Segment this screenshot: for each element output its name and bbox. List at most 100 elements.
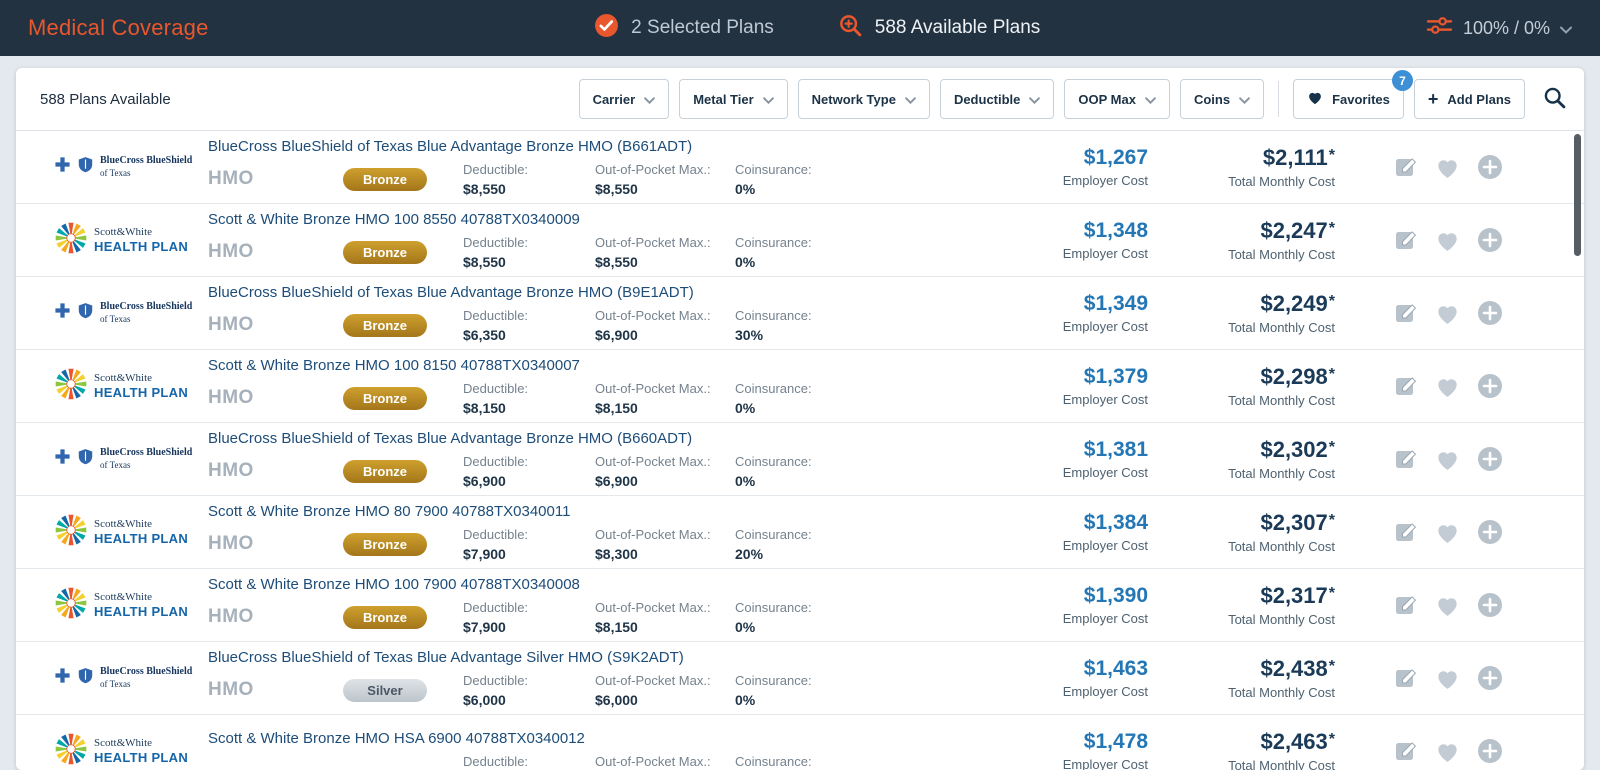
edit-plan-button[interactable] [1394, 593, 1418, 617]
available-plans-count: 588 Available Plans [874, 17, 1041, 38]
edit-plan-button[interactable] [1394, 374, 1418, 398]
sw-logo-text: Scott&White HEALTH PLAN [94, 737, 188, 766]
plan-name-link[interactable]: Scott & White Bronze HMO HSA 6900 40788T… [208, 729, 585, 747]
add-plan-circle-button[interactable] [1477, 738, 1503, 764]
total-cost-asterisk: * [1328, 366, 1335, 383]
favorite-heart-icon[interactable] [1435, 229, 1460, 252]
total-cost-value: $2,307 [1260, 510, 1328, 535]
employer-cost-block: $1,349 Employer Cost [998, 292, 1148, 334]
metal-tier-badge: Bronze [343, 167, 427, 191]
plan-details-line: HMO Bronze Deductible: $8,550 Out-of-Poc… [208, 235, 998, 270]
row-actions [1335, 227, 1562, 253]
add-plan-circle-button[interactable] [1477, 665, 1503, 691]
favorite-heart-icon[interactable] [1435, 594, 1460, 617]
metal-tier-badge: Bronze [343, 459, 427, 483]
employer-cost-label: Employer Cost [1062, 465, 1148, 480]
bcbs-logo-text: BlueCross BlueShield of Texas [100, 447, 192, 471]
filter-coins[interactable]: Coins [1179, 79, 1265, 119]
edit-plan-button[interactable] [1394, 520, 1418, 544]
plan-name-link[interactable]: BlueCross BlueShield of Texas Blue Advan… [208, 648, 684, 666]
edit-plan-button[interactable] [1394, 739, 1418, 763]
available-plans-summary[interactable]: 588 Available Plans [838, 13, 1041, 44]
scott-white-logo: Scott&White HEALTH PLAN [54, 367, 188, 406]
employer-cost-label: Employer Cost [1062, 392, 1148, 407]
bcbs-logo: BlueCross BlueShield of Texas [54, 666, 192, 690]
topbar-summary: 2 Selected Plans 588 Available Plans [209, 13, 1426, 44]
add-plan-circle-button[interactable] [1477, 373, 1503, 399]
bcbs-cross-icon [54, 667, 71, 689]
add-plan-circle-button[interactable] [1477, 227, 1503, 253]
plan-name-link[interactable]: BlueCross BlueShield of Texas Blue Advan… [208, 137, 693, 155]
oop-max-label: Out-of-Pocket Max.: [595, 453, 711, 469]
search-icon [1543, 86, 1566, 112]
filter-metal-tier[interactable]: Metal Tier [679, 79, 788, 119]
oop-max-label: Out-of-Pocket Max.: [595, 234, 711, 250]
oop-max-value: $6,900 [595, 326, 638, 343]
edit-plan-button[interactable] [1394, 447, 1418, 471]
edit-plan-button[interactable] [1394, 228, 1418, 252]
plan-stats: Deductible: $7,900 Out-of-Pocket Max.: $… [463, 527, 845, 562]
employer-cost-block: $1,381 Employer Cost [998, 438, 1148, 480]
add-plan-circle-button[interactable] [1477, 300, 1503, 326]
edit-plan-button[interactable] [1394, 666, 1418, 690]
metal-tier-badge: Silver [343, 678, 427, 702]
plan-main: Scott & White Bronze HMO 100 8150 40788T… [208, 357, 998, 416]
coverage-split-control[interactable]: 100% / 0% [1426, 14, 1572, 42]
plan-network-type: HMO [208, 606, 254, 627]
deductible-value: $6,350 [463, 326, 506, 343]
selected-plans-summary[interactable]: 2 Selected Plans [594, 13, 774, 44]
plan-name-link[interactable]: Scott & White Bronze HMO 80 7900 40788TX… [208, 502, 571, 520]
total-cost-label: Total Monthly Cost [1228, 539, 1335, 554]
total-cost-value: $2,302 [1260, 437, 1328, 462]
plan-main: Scott & White Bronze HMO 100 8550 40788T… [208, 211, 998, 270]
total-cost-block: $2,463* Total Monthly Cost [1148, 729, 1335, 770]
favorite-heart-icon[interactable] [1435, 740, 1460, 763]
metal-tier-badge: Bronze [343, 532, 427, 556]
scrollbar-thumb[interactable] [1574, 134, 1581, 256]
employer-cost-block: $1,390 Employer Cost [998, 584, 1148, 626]
edit-plan-button[interactable] [1394, 301, 1418, 325]
bcbs-shield-icon [77, 448, 94, 470]
favorite-heart-icon[interactable] [1435, 375, 1460, 398]
favorite-heart-icon[interactable] [1435, 667, 1460, 690]
chevron-down-icon [905, 92, 916, 107]
plan-name-link[interactable]: Scott & White Bronze HMO 100 8550 40788T… [208, 210, 580, 228]
add-plan-circle-button[interactable] [1477, 446, 1503, 472]
coinsurance-value: 0% [735, 472, 756, 489]
add-plan-circle-button[interactable] [1477, 519, 1503, 545]
filter-oop-max[interactable]: OOP Max [1064, 79, 1170, 119]
plans-toolbar: 588 Plans Available Carrier Metal Tier N… [16, 68, 1584, 131]
plan-details-line: HMO Bronze Deductible: $6,900 Out-of-Poc… [208, 454, 998, 489]
oop-max-label: Out-of-Pocket Max.: [595, 599, 711, 615]
plan-name-link[interactable]: Scott & White Bronze HMO 100 8150 40788T… [208, 356, 580, 374]
favorite-heart-icon[interactable] [1435, 302, 1460, 325]
employer-cost-block: $1,463 Employer Cost [998, 657, 1148, 699]
edit-plan-button[interactable] [1394, 155, 1418, 179]
add-plan-circle-button[interactable] [1477, 592, 1503, 618]
employer-cost-value: $1,379 [1083, 365, 1148, 388]
plan-row: Scott&White HEALTH PLAN Scott & White Br… [16, 496, 1584, 569]
filter-network-type-label: Network Type [811, 91, 896, 107]
favorites-label: Favorites [1332, 91, 1390, 107]
plan-main: BlueCross BlueShield of Texas Blue Advan… [208, 649, 998, 708]
filter-network-type[interactable]: Network Type [797, 79, 930, 119]
plan-name-link[interactable]: BlueCross BlueShield of Texas Blue Advan… [208, 429, 693, 447]
favorite-heart-icon[interactable] [1435, 156, 1460, 179]
zoom-plus-icon [838, 13, 863, 44]
plan-name-link[interactable]: BlueCross BlueShield of Texas Blue Advan… [208, 283, 694, 301]
filter-carrier[interactable]: Carrier [578, 79, 670, 119]
filter-deductible[interactable]: Deductible [939, 79, 1055, 119]
deductible-value: $7,900 [463, 618, 506, 635]
search-button[interactable] [1543, 86, 1566, 112]
add-plan-circle-button[interactable] [1477, 154, 1503, 180]
favorite-heart-icon[interactable] [1435, 448, 1460, 471]
metal-tier-badge: Bronze [343, 386, 427, 410]
favorites-button[interactable]: Favorites [1293, 79, 1404, 119]
filter-deductible-label: Deductible [953, 91, 1021, 107]
total-cost-asterisk: * [1328, 512, 1335, 529]
add-plans-button[interactable]: + Add Plans [1413, 79, 1525, 119]
plan-name-link[interactable]: Scott & White Bronze HMO 100 7900 40788T… [208, 575, 580, 593]
bcbs-logo: BlueCross BlueShield of Texas [54, 155, 192, 179]
employer-cost-block: $1,384 Employer Cost [998, 511, 1148, 553]
favorite-heart-icon[interactable] [1435, 521, 1460, 544]
